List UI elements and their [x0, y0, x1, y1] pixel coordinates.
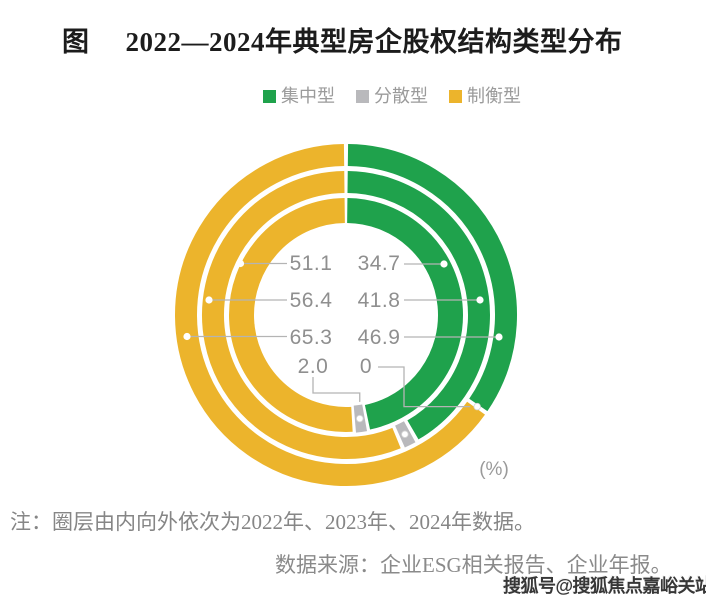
- chart-title: 图 2022—2024年典型房企股权结构类型分布: [62, 20, 623, 59]
- data-source-note: 数据来源：企业ESG相关报告、企业年报。: [275, 553, 672, 577]
- legend-swatch-yellow: [449, 89, 462, 103]
- value-label-dispersed-inner: 2.0: [297, 355, 329, 378]
- legend-item-balanced: 制衡型: [449, 87, 521, 105]
- legend-label: 制衡型: [467, 86, 521, 106]
- value-label-dispersed-outer: 0: [359, 355, 373, 378]
- legend-swatch-gray: [356, 89, 369, 103]
- value-label-balanced-inner: 51.1: [289, 252, 333, 275]
- legend: 集中型 分散型 制衡型: [263, 87, 521, 105]
- legend-label: 分散型: [374, 86, 428, 106]
- chart-title-text: 2022—2024年典型房企股权结构类型分布: [125, 27, 623, 57]
- figure-label: 图: [62, 27, 90, 57]
- value-label-concentrated-middle: 41.8: [357, 289, 401, 312]
- value-label-concentrated-inner: 34.7: [357, 252, 401, 275]
- value-label-balanced-outer: 65.3: [289, 326, 333, 349]
- ring-order-note: 注：圈层由内向外依次为2022年、2023年、2024年数据。: [10, 510, 535, 534]
- legend-label: 集中型: [281, 86, 335, 106]
- value-label-concentrated-outer: 46.9: [357, 326, 401, 349]
- unit-label: (%): [479, 459, 509, 480]
- value-label-balanced-middle: 56.4: [289, 289, 333, 312]
- legend-swatch-green: [263, 89, 276, 103]
- legend-item-dispersed: 分散型: [356, 87, 428, 105]
- legend-item-concentrated: 集中型: [263, 87, 335, 105]
- watermark-text: 搜狐号@搜狐焦点嘉峪关站: [503, 576, 706, 596]
